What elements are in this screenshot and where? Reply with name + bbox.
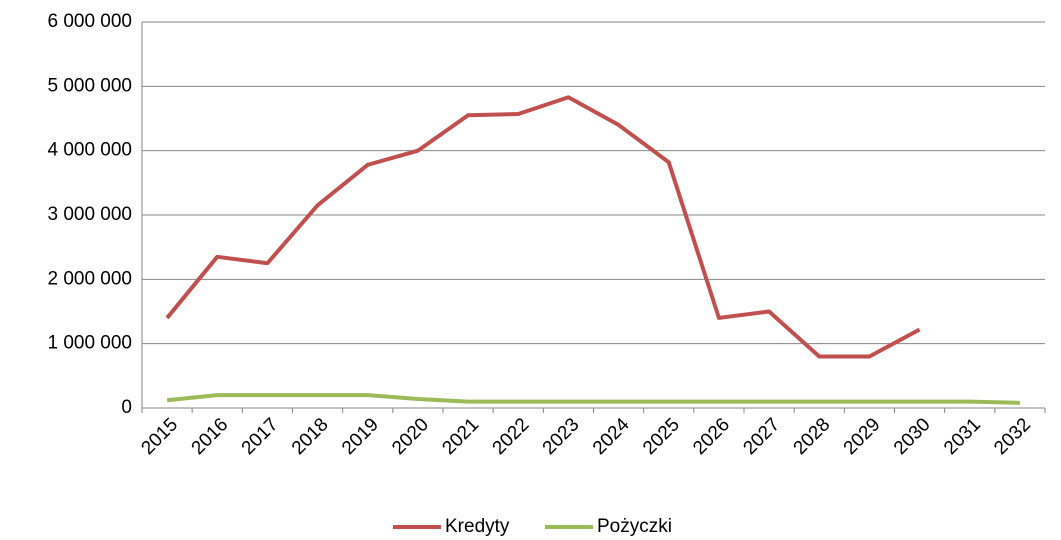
x-tick-label: 2015 bbox=[137, 414, 182, 459]
x-tick-label: 2023 bbox=[539, 414, 584, 459]
x-tick-label: 2028 bbox=[790, 414, 835, 459]
x-tick-label: 2017 bbox=[238, 414, 283, 459]
legend-label: Kredyty bbox=[445, 516, 510, 537]
series-line bbox=[166, 393, 1020, 405]
y-tick-label: 0 bbox=[121, 397, 132, 418]
x-tick-label: 2019 bbox=[338, 414, 383, 459]
series-line bbox=[165, 95, 921, 359]
x-tick-label: 2032 bbox=[990, 414, 1035, 459]
x-tick-label: 2024 bbox=[589, 414, 634, 459]
x-tick-label: 2025 bbox=[639, 414, 684, 459]
y-tick-label: 1 000 000 bbox=[47, 333, 132, 354]
x-tick-label: 2021 bbox=[438, 414, 483, 459]
x-tick-label: 2029 bbox=[840, 414, 885, 459]
x-tick-label: 2027 bbox=[739, 414, 784, 459]
x-tick-label: 2022 bbox=[489, 414, 534, 459]
y-tick-label: 5 000 000 bbox=[47, 75, 132, 96]
y-tick-label: 3 000 000 bbox=[47, 204, 132, 225]
x-tick-label: 2016 bbox=[188, 414, 233, 459]
legend-label: Pożyczki bbox=[597, 516, 672, 537]
x-tick-label: 2031 bbox=[940, 414, 985, 459]
y-tick-label: 4 000 000 bbox=[47, 140, 132, 161]
x-tick-label: 2030 bbox=[890, 414, 935, 459]
x-tick-label: 2026 bbox=[689, 414, 734, 459]
x-tick-label: 2018 bbox=[288, 414, 333, 459]
x-tick-label: 2020 bbox=[388, 414, 433, 459]
y-tick-label: 2 000 000 bbox=[47, 268, 132, 289]
y-tick-label: 6 000 000 bbox=[47, 11, 132, 32]
